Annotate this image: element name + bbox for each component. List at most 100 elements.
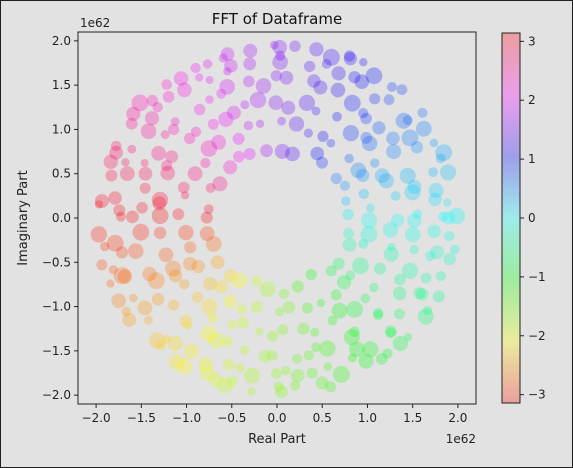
chart-title: FFT of Dataframe <box>212 10 342 28</box>
x-tick-label: 1.0 <box>358 411 377 425</box>
scatter-point <box>290 380 301 391</box>
scatter-point <box>222 336 234 348</box>
scatter-point <box>255 327 264 336</box>
scatter-point <box>392 286 407 301</box>
scatter-point <box>321 59 332 69</box>
scatter-point <box>94 200 104 209</box>
scatter-point <box>316 156 328 169</box>
colorbar-tick-label: 3 <box>528 34 536 48</box>
y-tick-label: 1.0 <box>52 122 71 136</box>
scatter-point <box>341 196 351 206</box>
scatter-point <box>291 280 304 293</box>
scatter-point <box>190 126 202 137</box>
scatter-point <box>325 265 337 277</box>
scatter-point <box>227 320 237 330</box>
y-tick-label: 1.5 <box>52 78 71 92</box>
scatter-point <box>152 102 163 113</box>
scatter-point <box>201 298 218 315</box>
scatter-point <box>322 48 340 66</box>
scatter-point <box>385 327 396 338</box>
scatter-point <box>168 353 185 370</box>
scatter-point <box>349 341 365 358</box>
scatter-point <box>200 140 218 157</box>
scatter-point <box>110 140 122 152</box>
scatter-point <box>119 166 135 182</box>
scatter-point <box>255 119 265 128</box>
scatter-point <box>184 241 197 254</box>
scatter-point <box>179 279 190 290</box>
scatter-point <box>167 335 184 352</box>
scatter-point <box>146 94 159 107</box>
scatter-point <box>387 242 396 252</box>
scatter-point <box>390 213 405 227</box>
x-tick-label: −2.0 <box>82 411 111 425</box>
scatter-point <box>428 182 444 198</box>
scatter-point <box>443 252 456 266</box>
scatter-point <box>365 67 383 85</box>
scatter-point <box>203 204 214 215</box>
scatter-point <box>202 59 213 69</box>
scatter-point <box>277 116 286 126</box>
scatter-point <box>297 322 310 335</box>
scatter-point <box>259 281 276 298</box>
scatter-point <box>236 304 247 314</box>
scatter-point <box>358 188 369 200</box>
scatter-point <box>121 158 130 167</box>
scatter-point <box>208 372 223 388</box>
scatter-point <box>94 194 109 209</box>
scatter-point <box>330 82 346 98</box>
scatter-point <box>372 121 386 135</box>
scatter-point <box>161 160 173 172</box>
colorbar-tick-label: 0 <box>528 211 536 225</box>
scatter-point <box>271 368 282 379</box>
scatter-point <box>105 169 118 182</box>
scatter-point <box>243 148 256 160</box>
scatter-point <box>395 112 412 129</box>
scatter-point <box>356 168 370 182</box>
y-axis-label: Imaginary Part <box>16 170 31 265</box>
scatter-point <box>330 289 342 301</box>
scatter-point <box>272 54 288 70</box>
scatter-point <box>343 50 356 62</box>
scatter-point <box>382 222 399 238</box>
scatter-point <box>428 167 439 178</box>
scatter-point <box>207 118 219 130</box>
scatter-point <box>358 108 369 119</box>
scatter-point <box>404 226 421 243</box>
scatter-point <box>279 70 294 85</box>
scatter-point <box>138 166 153 181</box>
scatter-point <box>162 334 172 344</box>
scatter-point <box>316 298 326 308</box>
scatter-point <box>218 53 228 63</box>
scatter-point <box>415 120 432 137</box>
x-tick-label: −1.5 <box>127 411 156 425</box>
scatter-point <box>128 243 144 259</box>
scatter-point <box>448 207 466 225</box>
scatter-point <box>222 358 235 371</box>
scatter-point <box>121 306 131 317</box>
scatter-point <box>108 191 122 205</box>
scatter-point <box>243 43 258 58</box>
scatter-point <box>413 287 426 300</box>
scatter-point <box>195 73 204 82</box>
scatter-point <box>435 153 446 164</box>
scatter-point <box>375 353 388 365</box>
scatter-point <box>266 330 278 342</box>
scatter-point <box>435 271 446 282</box>
scatter-point <box>197 356 213 372</box>
scatter-point <box>281 100 296 115</box>
scatter-point <box>249 91 267 109</box>
scatter-point <box>366 203 375 213</box>
scatter-point <box>139 182 151 194</box>
scatter-point <box>343 329 360 346</box>
scatter-point <box>147 272 165 290</box>
scatter-point <box>430 245 444 260</box>
scatter-point <box>214 280 228 294</box>
scatter-point <box>325 381 337 393</box>
scatter-point <box>289 40 301 52</box>
scatter-point <box>168 269 183 283</box>
scatter-point <box>173 71 189 86</box>
scatter-point <box>332 257 345 270</box>
scatter-point <box>305 269 317 281</box>
